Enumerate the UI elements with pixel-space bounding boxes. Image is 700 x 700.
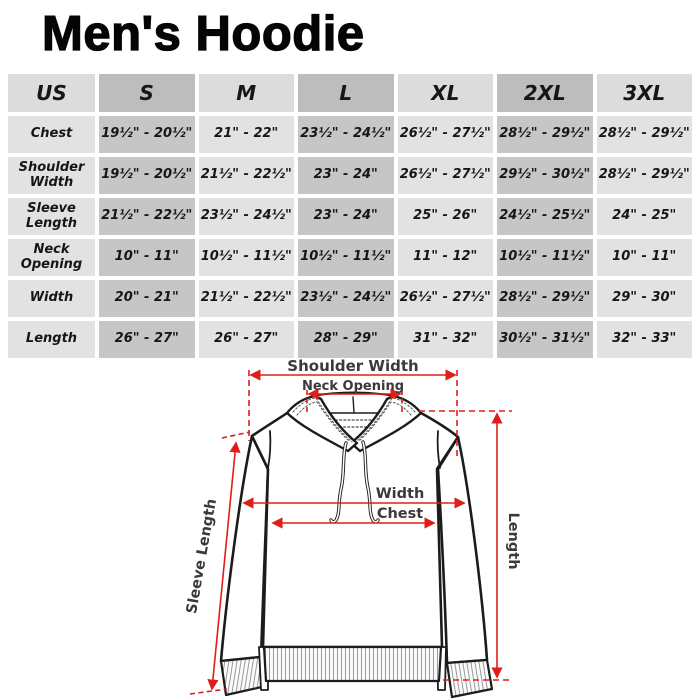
column-header-s: S: [99, 74, 195, 112]
size-cell: 23" - 24": [298, 157, 394, 194]
size-cell: 24½" - 25½": [497, 198, 593, 235]
right-sleeve: [436, 435, 489, 665]
hoodie-body: [250, 411, 460, 649]
size-table: US S M L XL 2XL 3XL Chest 19½" - 20½" 21" - 22" 23…: [8, 74, 692, 358]
left-flap-stitch-outer: [292, 397, 353, 443]
hood-right-flap: [349, 394, 423, 453]
size-cell: 26" - 27": [198, 321, 294, 358]
size-cell: 25" - 26": [397, 198, 493, 235]
size-cell: 26½" - 27½": [397, 116, 493, 153]
size-cell: 28½" - 29½": [497, 116, 593, 153]
sleeve-length-guide-bottom: [189, 688, 228, 695]
row-label-shoulder-width: Shoulder Width: [8, 157, 95, 194]
size-cell: 21½" - 22½": [198, 157, 294, 194]
column-header-us: US: [8, 74, 95, 112]
size-cell: 28½" - 29½": [497, 280, 593, 317]
size-cell: 20" - 21": [99, 280, 195, 317]
page-title: Men's Hoodie: [41, 6, 365, 61]
size-cell: 10½" - 11½": [497, 239, 593, 276]
column-header-m: M: [198, 74, 294, 112]
size-cell: 10" - 11": [596, 239, 692, 276]
hem-band: [262, 645, 443, 683]
diagram-label-shoulder-width: Shoulder Width: [287, 357, 418, 375]
hood-left-flap: [285, 394, 359, 453]
diagram-label-width: Width: [376, 486, 425, 502]
size-cell: 23½" - 24½": [198, 198, 294, 235]
size-cell: 26" - 27": [99, 321, 195, 358]
size-cell: 24" - 25": [596, 198, 692, 235]
size-cell: 19½" - 20½": [99, 116, 195, 153]
row-label-width: Width: [8, 280, 95, 317]
diagram-label-neck-opening: Neck Opening: [302, 379, 404, 394]
size-cell: 32" - 33": [596, 321, 692, 358]
hood-panel-seam: [352, 396, 355, 414]
size-cell: 30½" - 31½": [497, 321, 593, 358]
size-cell: 29½" - 30½": [497, 157, 593, 194]
column-header-l: L: [298, 74, 394, 112]
left-shoulder-seam: [267, 430, 272, 469]
diagram-label-chest: Chest: [377, 506, 423, 522]
size-cell: 10" - 11": [99, 239, 195, 276]
size-cell: 26½" - 27½": [397, 157, 493, 194]
diagram-label-length: Length: [505, 512, 521, 569]
diagram-label-sleeve-length: Sleeve Length: [184, 498, 220, 615]
size-cell: 21½" - 22½": [198, 280, 294, 317]
right-cuff: [445, 658, 494, 699]
right-flap-stitch-inner: [358, 401, 412, 442]
right-flap-stitch-outer: [355, 397, 416, 443]
size-cell: 28½" - 29½": [596, 116, 692, 153]
column-header-3xl: 3XL: [596, 74, 692, 112]
size-cell: 21½" - 22½": [99, 198, 195, 235]
size-cell: 31" - 32": [397, 321, 493, 358]
measurement-annotations: [189, 369, 513, 695]
size-cell: 11" - 12": [397, 239, 493, 276]
size-cell: 26½" - 27½": [397, 280, 493, 317]
size-cell: 28½" - 29½": [596, 157, 692, 194]
sleeve-length-arrow: [207, 441, 241, 691]
column-header-2xl: 2XL: [497, 74, 593, 112]
hoodie-illustration: [219, 391, 494, 699]
left-flap-stitch-inner: [296, 401, 350, 442]
size-cell: 10½" - 11½": [298, 239, 394, 276]
row-label-length: Length: [8, 321, 95, 358]
right-shoulder-seam: [436, 430, 441, 469]
row-label-chest: Chest: [8, 116, 95, 153]
size-cell: 23" - 24": [298, 198, 394, 235]
size-cell: 21" - 22": [198, 116, 294, 153]
sleeve-length-guide-top: [221, 431, 251, 439]
size-cell: 19½" - 20½": [99, 157, 195, 194]
size-cell: 23½" - 24½": [298, 280, 394, 317]
row-label-neck-opening: Neck Opening: [8, 239, 95, 276]
size-cell: 23½" - 24½": [298, 116, 394, 153]
size-cell: 29" - 30": [596, 280, 692, 317]
row-label-sleeve-length: Sleeve Length: [8, 198, 95, 235]
size-cell: 10½" - 11½": [198, 239, 294, 276]
column-header-xl: XL: [397, 74, 493, 112]
left-sleeve: [219, 434, 270, 663]
size-cell: 28" - 29": [298, 321, 394, 358]
